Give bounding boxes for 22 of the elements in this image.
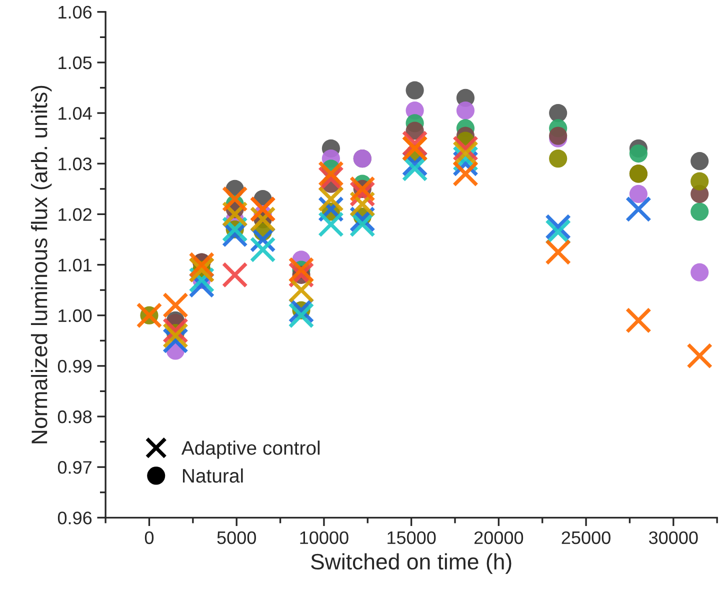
y-tick-label: 0.96	[58, 512, 92, 524]
y-tick-label: 0.97	[58, 461, 92, 474]
y-tick-label: 1.06	[58, 6, 92, 19]
y-tick-label: 1.00	[58, 309, 92, 322]
y-tick-label: 1.02	[58, 208, 92, 221]
x-tick-label: 10000	[300, 531, 348, 544]
x-tick-label: 15000	[388, 531, 436, 544]
x-axis-title: Switched on time (h)	[311, 553, 512, 574]
y-tick-label: 1.03	[58, 158, 92, 170]
y-tick-label: 0.99	[58, 360, 92, 373]
x-tick-label: 20000	[474, 531, 524, 544]
y-tick-label: 0.98	[58, 410, 92, 424]
y-axis-title: Normalized luminous flux (arb. units)	[30, 86, 52, 444]
y-tick-label: 1.05	[58, 56, 92, 70]
y-tick-label: 1.01	[58, 258, 92, 272]
x-tick-label: 5000	[217, 531, 256, 544]
x-tick-label: 30000	[648, 531, 698, 544]
y-tick-label: 1.04	[58, 106, 92, 120]
legend-label: Natural	[182, 468, 243, 483]
x-tick-label: 25000	[562, 531, 610, 544]
x-tick-label: 0	[144, 531, 154, 544]
legend-label: Adaptive control	[181, 440, 320, 459]
